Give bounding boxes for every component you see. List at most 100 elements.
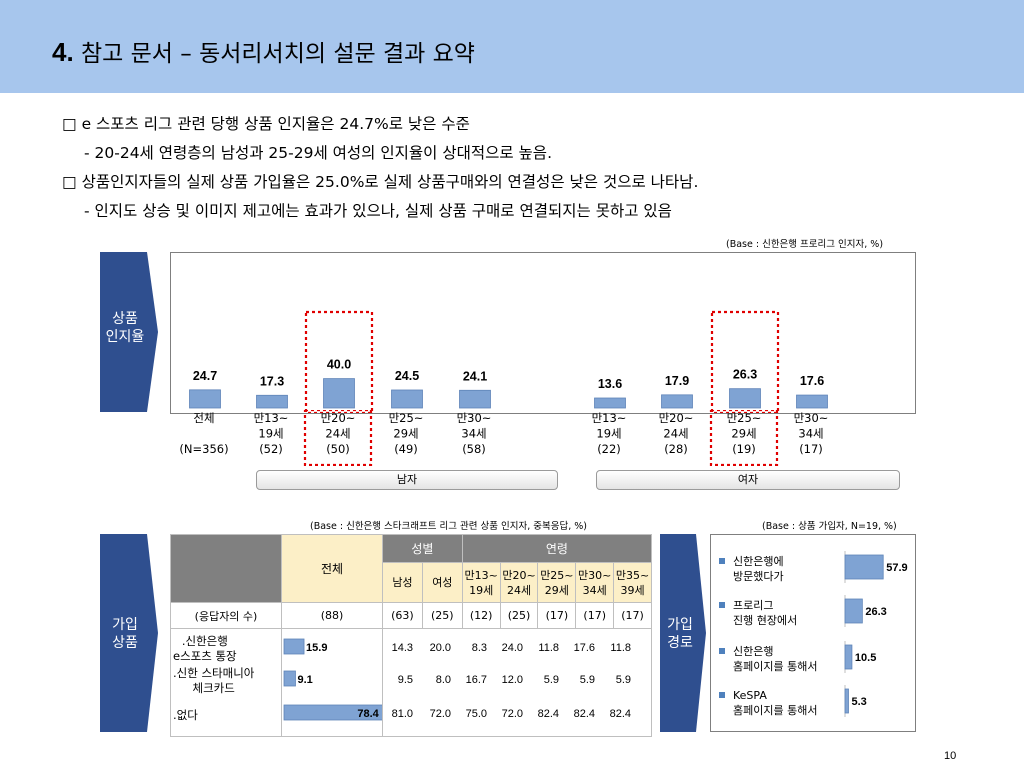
product-values: 14.3 20.0 8.3 24.0 11.8 17.6 11.8 9.5 8.0 16.7 12.… — [392, 642, 631, 720]
n-cell: (17) — [537, 602, 577, 629]
subheader-text: 29세 — [544, 583, 569, 597]
awareness-category-label: (58) — [462, 442, 486, 456]
product-value: 17.6 — [574, 642, 595, 654]
product-total-bars: 15.9 9.1 78.4 — [283, 638, 384, 721]
awareness-category-labels: 전체(N=356)만13~19세(52)만20~24세(50)만25~29세(4… — [179, 410, 829, 466]
page-number: 10 — [944, 750, 957, 762]
product-value: 11.8 — [610, 642, 631, 654]
route-category-label: KeSPA — [733, 689, 767, 702]
route-value-label: 10.5 — [855, 652, 876, 664]
awareness-category-label: 만25~ — [727, 411, 762, 425]
products-table: 전체 성별 연령 남성 여성 만13~ 19세 만20~ 24세 만25~ 29세 만30~ 34… — [170, 534, 653, 737]
subheader-text: 여성 — [432, 576, 453, 589]
awareness-category-label: 만30~ — [794, 411, 829, 425]
route-value-label: 5.3 — [851, 696, 866, 708]
awareness-bar — [323, 378, 355, 409]
product-value: 11.8 — [538, 642, 559, 654]
bullet-4: - 인지도 상승 및 이미지 제고에는 효과가 있으나, 실제 상품 구매로 연… — [84, 202, 672, 220]
awareness-category-label: 34세 — [461, 427, 486, 441]
awareness-category-label: 만13~ — [254, 411, 289, 425]
header-bar: 4. 참고 문서 – 동서리서치의 설문 결과 요약 — [0, 0, 1024, 93]
product-rows: .신한은행 e스포츠 통장 .신한 스타매니아 체크카드 .없다 15.9 9.1 78… — [170, 628, 652, 737]
product-value: 81.0 — [392, 708, 413, 720]
awareness-tag: 상품 인지율 — [100, 252, 160, 412]
awareness-bar — [796, 394, 828, 409]
n-cell: (12) — [461, 602, 501, 629]
product-value: 5.9 — [580, 674, 595, 686]
table-corner — [170, 534, 282, 603]
product-values-cell: 14.3 20.0 8.3 24.0 11.8 17.6 11.8 9.5 8.0 16.7 12.… — [382, 628, 652, 737]
awareness-category-label: 19세 — [596, 427, 621, 441]
subheader-row: 남성 여성 만13~ 19세 만20~ 24세 만25~ 29세 만30~ 34세 만35~ 39세 — [171, 562, 652, 603]
route-chart-panel: 신한은행에 방문했다가 57.9 프로리그 진행 현장에서 26.3 신한은행 홈페이지를 통… — [710, 534, 916, 732]
products-base-note: (Base : 신한은행 스타크래프트 리그 관련 상품 인지자, 중복응답, … — [310, 521, 588, 532]
product-value: 5.9 — [616, 674, 631, 686]
route-category-label: 프로리그 — [733, 599, 773, 612]
product-total-label: 9.1 — [297, 674, 312, 686]
n-row-total: (88) — [281, 602, 383, 629]
n-row: (응답자의 수) (88) (63) (25) (12) (25) (17) (… — [170, 602, 652, 629]
n-cell: (17) — [613, 602, 652, 629]
product-value: 82.4 — [610, 708, 631, 720]
awareness-category-label: 만20~ — [659, 411, 694, 425]
route-category-label: 홈페이지를 통해서 — [733, 703, 817, 717]
bullet-1: □ e 스포츠 리그 관련 당행 상품 인지율은 24.7%로 낮은 수준 — [62, 115, 470, 133]
awareness-category-label: 만25~ — [389, 411, 424, 425]
product-label: .없다 — [173, 708, 198, 722]
awareness-category-label: 29세 — [393, 427, 418, 441]
product-value: 12.0 — [502, 674, 523, 686]
awareness-category-label: 29세 — [731, 427, 756, 441]
product-value: 8.3 — [472, 642, 487, 654]
subheader-text: 만30~ — [578, 568, 612, 582]
product-value: 16.7 — [466, 674, 487, 686]
awareness-value-label: 24.1 — [463, 369, 487, 383]
subheader-text: 19세 — [469, 583, 494, 597]
awareness-category-label: (28) — [664, 442, 688, 456]
awareness-category-label: (52) — [259, 442, 283, 456]
subheader-cell: 만35~ 39세 — [613, 562, 652, 603]
join-route-tag: 가입 경로 — [660, 534, 708, 732]
awareness-category-label: 만30~ — [457, 411, 492, 425]
route-bar — [844, 644, 853, 670]
awareness-category-label: 전체 — [193, 411, 214, 425]
product-value: 5.9 — [544, 674, 559, 686]
subheader-text: 남성 — [392, 576, 413, 589]
awareness-category-label: (22) — [597, 442, 621, 456]
awareness-value-label: 17.3 — [260, 374, 284, 388]
header-total: 전체 — [281, 534, 383, 603]
product-total-label: 15.9 — [306, 642, 327, 654]
subheader-text: 만25~ — [540, 568, 574, 582]
bullet-3: □ 상품인지자들의 실제 상품 가입율은 25.0%로 실제 상품구매와의 연결… — [62, 173, 699, 191]
subheader-text: 39세 — [620, 583, 645, 597]
awareness-category-label: 만20~ — [321, 411, 356, 425]
subheader-cell: 만25~ 29세 — [537, 562, 577, 603]
route-bar — [844, 554, 884, 580]
awareness-value-label: 26.3 — [733, 368, 757, 382]
bullet-dot — [719, 602, 725, 608]
route-category-label: 신한은행에 — [733, 555, 784, 568]
awareness-value-label: 17.9 — [665, 374, 689, 388]
header-sex: 성별 — [382, 534, 463, 563]
n-cell: (25) — [421, 602, 463, 629]
male-group-bar: 남자 — [256, 470, 558, 490]
awareness-category-label: 19세 — [258, 427, 283, 441]
awareness-category-label: 만13~ — [592, 411, 627, 425]
awareness-bar — [391, 389, 423, 409]
n-cell: (25) — [499, 602, 539, 629]
n-cell: (17) — [575, 602, 615, 629]
product-value: 72.0 — [502, 708, 523, 720]
awareness-bar — [594, 397, 626, 409]
subheader-cell: 만30~ 34세 — [575, 562, 615, 603]
route-category-label: 방문했다가 — [733, 570, 784, 583]
bullet-dot — [719, 648, 725, 654]
awareness-category-label: (49) — [394, 442, 418, 456]
awareness-chart-panel: 24.7 17.3 40.0 24.5 24.1 13.6 17.9 26.3 17.6 — [170, 252, 916, 415]
subheader-cell: 남성 — [382, 562, 423, 603]
summary-bullets: □ e 스포츠 리그 관련 당행 상품 인지율은 24.7%로 낮은 수준 - … — [62, 110, 698, 226]
product-value: 9.5 — [398, 674, 413, 686]
awareness-bar — [256, 394, 288, 409]
awareness-value-label: 17.6 — [800, 374, 824, 388]
product-labels-cell: .신한은행 e스포츠 통장 .신한 스타매니아 체크카드 .없다 — [170, 628, 282, 737]
product-total-cell: 15.9 9.1 78.4 — [281, 628, 384, 737]
